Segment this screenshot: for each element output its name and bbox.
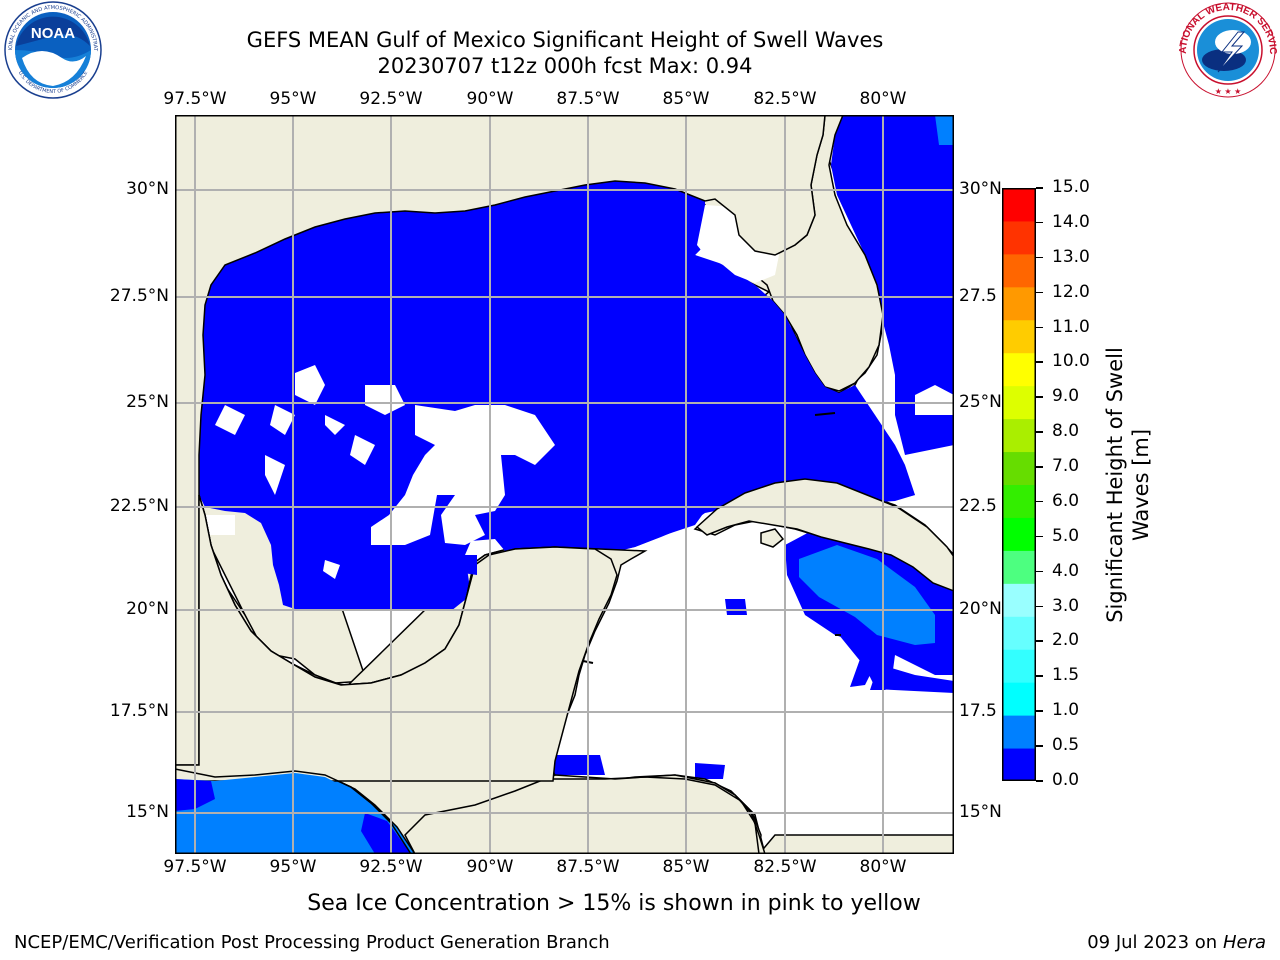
colorbar-bin [1002, 451, 1036, 485]
lon-label-bottom: 97.5°W [163, 857, 227, 877]
lon-label-top: 97.5°W [163, 89, 227, 109]
colorbar-bin [1002, 220, 1036, 255]
colorbar-bin [1002, 517, 1036, 551]
colorbar-tick-label: 14.0 [1052, 211, 1090, 232]
colorbar-tick-mark [1036, 535, 1043, 538]
colorbar-tick-mark [1036, 745, 1043, 747]
colorbar-bin [1002, 748, 1036, 781]
footer-credit: NCEP/EMC/Verification Post Processing Pr… [14, 932, 610, 953]
colorbar-tick-mark [1036, 466, 1043, 468]
lat-label-left: 27.5°N [109, 286, 169, 306]
colorbar-bin [1002, 682, 1036, 716]
lon-label-top: 85°W [662, 89, 710, 109]
colorbar-tick-mark [1036, 396, 1043, 398]
colorbar-tick-label: 1.5 [1052, 665, 1080, 686]
noaa-logo-icon: NOAA NATIONAL OCEANIC AND ATMOSPHERIC AD… [2, 0, 102, 99]
colorbar-tick-label: 3.0 [1052, 595, 1080, 616]
lon-label-top: 87.5°W [556, 89, 620, 109]
lat-label-right: 22.5 [959, 496, 997, 516]
colorbar-tick-label: 13.0 [1052, 246, 1090, 267]
colorbar-bin [1002, 715, 1036, 749]
lat-label-left: 22.5°N [109, 496, 169, 516]
gulf-of-mexico-map [175, 115, 954, 854]
colorbar-tick-label: 0.0 [1052, 770, 1080, 790]
lat-label-right: 30°N [959, 179, 1002, 199]
colorbar-bin [1002, 253, 1036, 288]
lat-label-left: 15°N [126, 802, 169, 822]
colorbar-bin [1002, 649, 1036, 683]
colorbar-tick-label: 10.0 [1052, 351, 1090, 372]
lon-label-bottom: 92.5°W [359, 857, 423, 877]
colorbar-tick-label: 5.0 [1052, 525, 1080, 546]
colorbar-bin [1002, 583, 1036, 617]
colorbar-bin [1002, 484, 1036, 518]
colorbar-tick-label: 6.0 [1052, 490, 1080, 511]
map-title: GEFS MEAN Gulf of Mexico Significant Hei… [246, 28, 884, 52]
colorbar-label: Significant Height of Swell Waves [m] [1103, 347, 1153, 623]
lat-label-right: 25°N [959, 392, 1002, 412]
sea-ice-note: Sea Ice Concentration > 15% is shown in … [307, 891, 921, 916]
colorbar-tick-mark [1036, 431, 1043, 433]
colorbar-tick-mark [1036, 675, 1043, 677]
colorbar-bin [1002, 418, 1036, 453]
colorbar-bin [1002, 352, 1036, 387]
colorbar-tick-label: 9.0 [1052, 386, 1080, 407]
lon-label-bottom: 90°W [466, 857, 514, 877]
colorbar-tick-mark [1036, 361, 1043, 363]
lat-label-left: 25°N [126, 392, 169, 412]
map-graticule [175, 115, 954, 854]
footer-date: 09 Jul 2023 on Hera [1087, 932, 1266, 953]
colorbar-bin [1002, 188, 1036, 222]
colorbar-tick-label: 1.0 [1052, 700, 1080, 721]
colorbar-tick-mark [1036, 570, 1043, 573]
lon-label-bottom: 87.5°W [556, 857, 620, 877]
colorbar-tick-label: 7.0 [1052, 456, 1080, 477]
colorbar-tick-mark [1036, 605, 1043, 608]
colorbar-tick-label: 12.0 [1052, 281, 1090, 302]
colorbar-tick-mark [1036, 710, 1043, 712]
colorbar-tick-label: 11.0 [1052, 316, 1090, 337]
lon-label-bottom: 85°W [662, 857, 710, 877]
colorbar-tick-mark [1036, 291, 1043, 294]
colorbar-bin [1002, 550, 1036, 584]
lon-label-top: 80°W [859, 89, 907, 109]
colorbar-tick-label: 15.0 [1052, 177, 1090, 197]
lat-label-right: 15°N [959, 802, 1002, 822]
lat-label-right: 17.5 [959, 701, 997, 721]
colorbar-tick-label: 8.0 [1052, 421, 1080, 442]
lat-label-right: 20°N [959, 599, 1002, 619]
nws-logo-icon: NATIONAL WEATHER SERVICE ★ ★ ★ [1178, 0, 1278, 98]
map-subtitle: 20230707 t12z 000h fcst Max: 0.94 [377, 54, 753, 78]
colorbar-tick-label: 4.0 [1052, 560, 1080, 581]
colorbar-tick-mark [1036, 326, 1043, 329]
swell-field-atlantic [831, 115, 954, 455]
colorbar-bin [1002, 286, 1036, 321]
lon-label-bottom: 82.5°W [753, 857, 817, 877]
svg-text:★ ★ ★: ★ ★ ★ [1215, 87, 1242, 96]
lon-label-top: 90°W [466, 89, 514, 109]
svg-text:NOAA: NOAA [31, 25, 75, 42]
lon-label-top: 82.5°W [753, 89, 817, 109]
colorbar-bin [1002, 616, 1036, 650]
lon-label-top: 95°W [269, 89, 317, 109]
colorbar-tick-mark [1036, 256, 1043, 259]
lon-label-bottom: 95°W [269, 857, 317, 877]
lat-label-left: 17.5°N [109, 701, 169, 721]
colorbar-tick-mark [1036, 500, 1043, 503]
colorbar-tick-label: 0.5 [1052, 735, 1080, 756]
colorbar [1002, 188, 1036, 781]
colorbar-tick-mark [1036, 221, 1043, 224]
colorbar-bin [1002, 385, 1036, 420]
lat-label-left: 30°N [126, 179, 169, 199]
lon-label-bottom: 80°W [859, 857, 907, 877]
lat-label-right: 27.5 [959, 286, 997, 306]
colorbar-tick-mark [1036, 187, 1043, 189]
lon-label-top: 92.5°W [359, 89, 423, 109]
colorbar-tick-mark [1036, 780, 1043, 782]
lat-label-left: 20°N [126, 599, 169, 619]
colorbar-tick-mark [1036, 640, 1043, 642]
colorbar-tick-label: 2.0 [1052, 630, 1080, 651]
colorbar-bin [1002, 319, 1036, 354]
